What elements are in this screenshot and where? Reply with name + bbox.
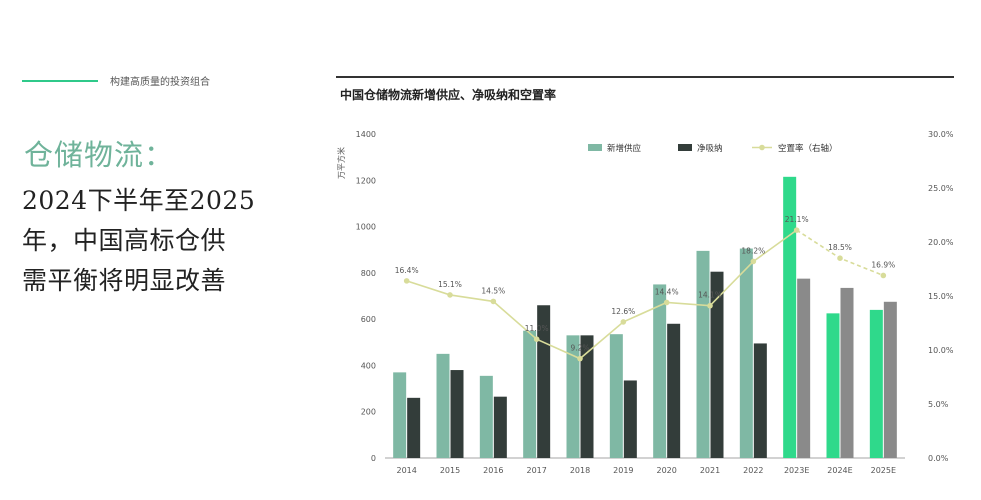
vacancy-point	[403, 278, 410, 284]
bar-net-absorption	[407, 397, 421, 458]
x-tick-label: 2016	[483, 466, 503, 475]
x-tick-label: 2019	[613, 466, 633, 475]
bar-new-supply	[783, 176, 797, 459]
vacancy-data-label: 18.2%	[741, 246, 765, 255]
y2-tick-label: 15.0%	[928, 292, 954, 301]
vacancy-point	[620, 319, 627, 325]
y-tick-label: 0	[371, 454, 376, 463]
bar-net-absorption	[840, 287, 854, 458]
legend-label-new-supply: 新增供应	[607, 143, 642, 154]
vacancy-point	[533, 336, 540, 342]
bar-net-absorption	[797, 278, 811, 458]
vacancy-data-label: 15.1%	[438, 280, 462, 289]
x-tick-label: 2017	[526, 466, 546, 475]
vacancy-data-label: 18.5%	[828, 243, 852, 252]
chart-top-rule	[336, 76, 954, 78]
section-label: 构建高质量的投资组合	[110, 77, 210, 88]
bar-net-absorption	[883, 301, 897, 458]
bar-net-absorption	[493, 396, 507, 458]
bar-new-supply	[523, 330, 537, 458]
x-tick-label: 2018	[570, 466, 590, 475]
y-tick-label: 800	[361, 269, 376, 278]
vacancy-point	[707, 302, 713, 309]
x-tick-label: 2014	[396, 466, 416, 475]
heading-line-3: 年，中国高标仓供	[22, 226, 227, 255]
x-tick-label: 2024E	[827, 466, 852, 475]
y2-tick-label: 25.0%	[928, 184, 954, 193]
vacancy-point	[577, 355, 583, 362]
x-tick-label: 2023E	[784, 466, 809, 475]
y2-tick-label: 0.0%	[928, 454, 949, 463]
y-tick-label: 600	[361, 315, 376, 324]
heading-line-4: 需平衡将明显改善	[22, 266, 227, 295]
bar-net-absorption	[450, 370, 464, 458]
heading-line-2: 2024下半年至2025	[22, 186, 256, 215]
vacancy-point	[880, 272, 887, 279]
x-tick-label: 2015	[440, 466, 460, 475]
x-tick-label: 2022	[743, 466, 763, 475]
bar-new-supply	[566, 335, 580, 458]
bar-new-supply	[653, 284, 667, 458]
bar-net-absorption	[623, 380, 637, 458]
vacancy-line-forecast	[796, 229, 884, 277]
bar-new-supply	[739, 248, 753, 458]
vacancy-point	[837, 255, 843, 261]
vacancy-point	[793, 227, 800, 233]
vacancy-point	[447, 292, 453, 298]
chart-title: 中国仓储物流新增供应、净吸纳和空置率	[340, 88, 557, 102]
bar-new-supply	[826, 313, 840, 458]
bar-net-absorption	[753, 343, 767, 458]
vacancy-data-label: 16.4%	[395, 266, 419, 275]
bar-net-absorption	[667, 323, 681, 458]
vacancy-data-label: 14.5%	[481, 286, 505, 295]
legend-label-vacancy: 空置率（右轴）	[778, 143, 838, 154]
y-axis-title: 万平方米	[336, 147, 346, 179]
bar-net-absorption	[710, 271, 724, 458]
y-tick-label: 400	[361, 361, 376, 370]
y-tick-label: 1000	[356, 223, 376, 232]
vacancy-point	[663, 299, 670, 306]
bar-net-absorption	[580, 335, 594, 458]
legend-label-net-absorption: 净吸纳	[697, 143, 723, 154]
bar-new-supply	[609, 334, 623, 458]
x-tick-label: 2021	[700, 466, 720, 475]
y2-tick-label: 30.0%	[928, 130, 954, 139]
vacancy-data-label: 14.1%	[698, 291, 722, 300]
vacancy-data-label: 21.1%	[785, 215, 809, 224]
vacancy-line	[406, 229, 798, 360]
x-tick-label: 2025E	[871, 466, 896, 475]
bar-new-supply	[696, 250, 710, 458]
y-tick-label: 1400	[356, 130, 376, 139]
vacancy-data-label: 16.9%	[871, 260, 895, 269]
x-tick-label: 2020	[656, 466, 676, 475]
legend-marker-vacancy	[759, 144, 765, 151]
y-tick-label: 200	[361, 408, 376, 417]
section-accent-line	[22, 80, 98, 82]
heading-topic: 仓储物流：	[24, 138, 175, 172]
y2-tick-label: 5.0%	[928, 400, 949, 409]
vacancy-data-label: 11.0%	[525, 324, 549, 333]
supply-absorption-vacancy-chart: 0 200 400 600 800 1000 1200 1400 0.0% 5.0% 10.0% 15…	[336, 130, 954, 475]
bar-new-supply	[393, 372, 407, 458]
vacancy-data-label: 14.4%	[655, 287, 679, 296]
legend-swatch-net-absorption	[678, 144, 692, 151]
bar-new-supply	[869, 309, 883, 458]
y2-tick-label: 20.0%	[928, 238, 954, 247]
vacancy-data-label: 12.6%	[611, 307, 635, 316]
vacancy-point	[490, 298, 497, 305]
y2-tick-label: 10.0%	[928, 346, 954, 355]
bar-new-supply	[436, 353, 450, 458]
bar-new-supply	[479, 375, 493, 458]
legend-swatch-new-supply	[588, 144, 602, 151]
y-tick-label: 1200	[356, 176, 376, 185]
vacancy-data-label: 9.2%	[570, 344, 589, 353]
vacancy-point	[750, 258, 757, 265]
